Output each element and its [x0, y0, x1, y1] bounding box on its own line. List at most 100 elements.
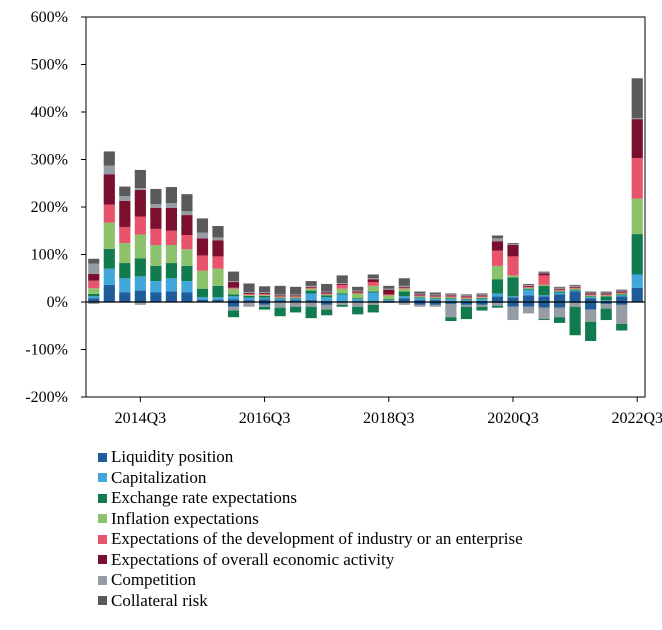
bar-segment: [227, 281, 240, 283]
bar-segment: [119, 263, 131, 279]
bar-segment: [321, 302, 333, 305]
bar-segment: [336, 283, 348, 285]
bar-segment: [134, 234, 146, 259]
bar-segment: [336, 284, 348, 289]
bar-segment: [616, 291, 628, 293]
bar-segment: [181, 194, 193, 212]
bar-segment: [134, 169, 146, 188]
bar-segment: [243, 294, 255, 296]
bar-segment: [476, 295, 488, 297]
bar-segment: [150, 204, 162, 208]
bar-segment: [522, 302, 535, 307]
bar-segment: [274, 297, 286, 299]
bar-segment: [429, 292, 441, 295]
bar-segment: [569, 290, 581, 292]
bar-segment: [491, 305, 504, 308]
bar-segment: [165, 245, 177, 264]
bar-segment: [538, 273, 550, 276]
bar-segment: [600, 291, 612, 293]
bar-segment: [554, 290, 566, 292]
bar-segment: [445, 299, 457, 302]
bar-segment: [554, 317, 566, 323]
bar-segment: [616, 294, 628, 296]
bar-segment: [321, 294, 333, 296]
bar-segment: [88, 280, 100, 289]
bar-segment: [181, 249, 193, 266]
legend-item: Liquidity position: [98, 447, 523, 468]
bar-segment: [616, 289, 628, 291]
bar-segment: [491, 235, 504, 239]
bar-segment: [507, 244, 519, 245]
bar-segment: [119, 278, 131, 293]
bar-segment: [491, 296, 504, 302]
bar-segment: [165, 203, 177, 208]
bar-segment: [181, 235, 193, 250]
bar-segment: [445, 296, 457, 298]
bar-segment: [119, 186, 131, 197]
bar-segment: [88, 293, 100, 297]
bar-segment: [227, 271, 240, 282]
bar-segment: [305, 285, 317, 287]
bar-segment: [165, 230, 177, 245]
bar-segment: [507, 302, 519, 307]
bar-segment: [476, 306, 488, 311]
legend-label: Expectations of overall economic activit…: [111, 549, 395, 569]
bar-segment: [321, 291, 333, 293]
bar-segment: [352, 290, 364, 292]
bar-segment: [119, 292, 131, 302]
bar-segment: [150, 228, 162, 245]
bar-segment: [507, 296, 519, 298]
bar-segment: [554, 292, 566, 295]
bar-segment: [305, 288, 317, 291]
bar-segment: [569, 306, 581, 336]
bar-segment: [103, 165, 115, 175]
bar-segment: [507, 277, 519, 297]
bar-segment: [321, 293, 333, 295]
bar-segment: [522, 295, 535, 302]
legend-swatch: [98, 596, 107, 606]
bar-segment: [212, 285, 224, 298]
bar-segment: [243, 293, 255, 295]
bar-segment: [196, 218, 209, 233]
bar-segment: [196, 288, 209, 298]
bar-segment: [538, 295, 550, 297]
bar-segment: [538, 284, 550, 286]
bar-segment: [103, 204, 115, 223]
bar-segment: [352, 292, 364, 294]
legend-swatch: [98, 514, 107, 524]
bar-segment: [414, 304, 426, 307]
legend-swatch: [98, 534, 107, 544]
bar-segment: [212, 226, 224, 238]
bar-segment: [631, 274, 643, 288]
bar-segment: [460, 306, 473, 320]
bar-segment: [181, 265, 193, 282]
bar-segment: [445, 302, 457, 304]
bar-segment: [585, 291, 597, 293]
bar-segment: [274, 285, 286, 295]
bar-segment: [522, 283, 535, 285]
bar-segment: [585, 294, 597, 296]
bar-segment: [165, 187, 177, 204]
bar-segment: [569, 289, 581, 291]
bar-segment: [460, 297, 473, 299]
bar-segment: [569, 288, 581, 290]
bar-segment: [491, 279, 504, 294]
y-axis: -200% -100% 0% 100% 200% 300% 400% 500% 600%: [25, 9, 86, 406]
bar-segment: [352, 302, 364, 307]
bar-segment: [429, 297, 441, 299]
bar-segment: [631, 78, 643, 119]
bar-segment: [274, 294, 286, 296]
bar-segment: [258, 292, 271, 293]
x-tick-label: 2016Q3: [239, 410, 291, 427]
bar-segment: [554, 307, 566, 318]
bar-segment: [134, 258, 146, 277]
bar-segment: [336, 283, 348, 284]
bar-segment: [181, 292, 193, 302]
bar-segment: [119, 243, 131, 264]
bar-segment: [88, 296, 100, 299]
plot-frame: [85, 16, 646, 398]
bar-segment: [491, 302, 504, 306]
bar-segment: [398, 278, 410, 286]
legend-item: Expectations of overall economic activit…: [98, 550, 523, 571]
bar-segment: [554, 302, 566, 308]
